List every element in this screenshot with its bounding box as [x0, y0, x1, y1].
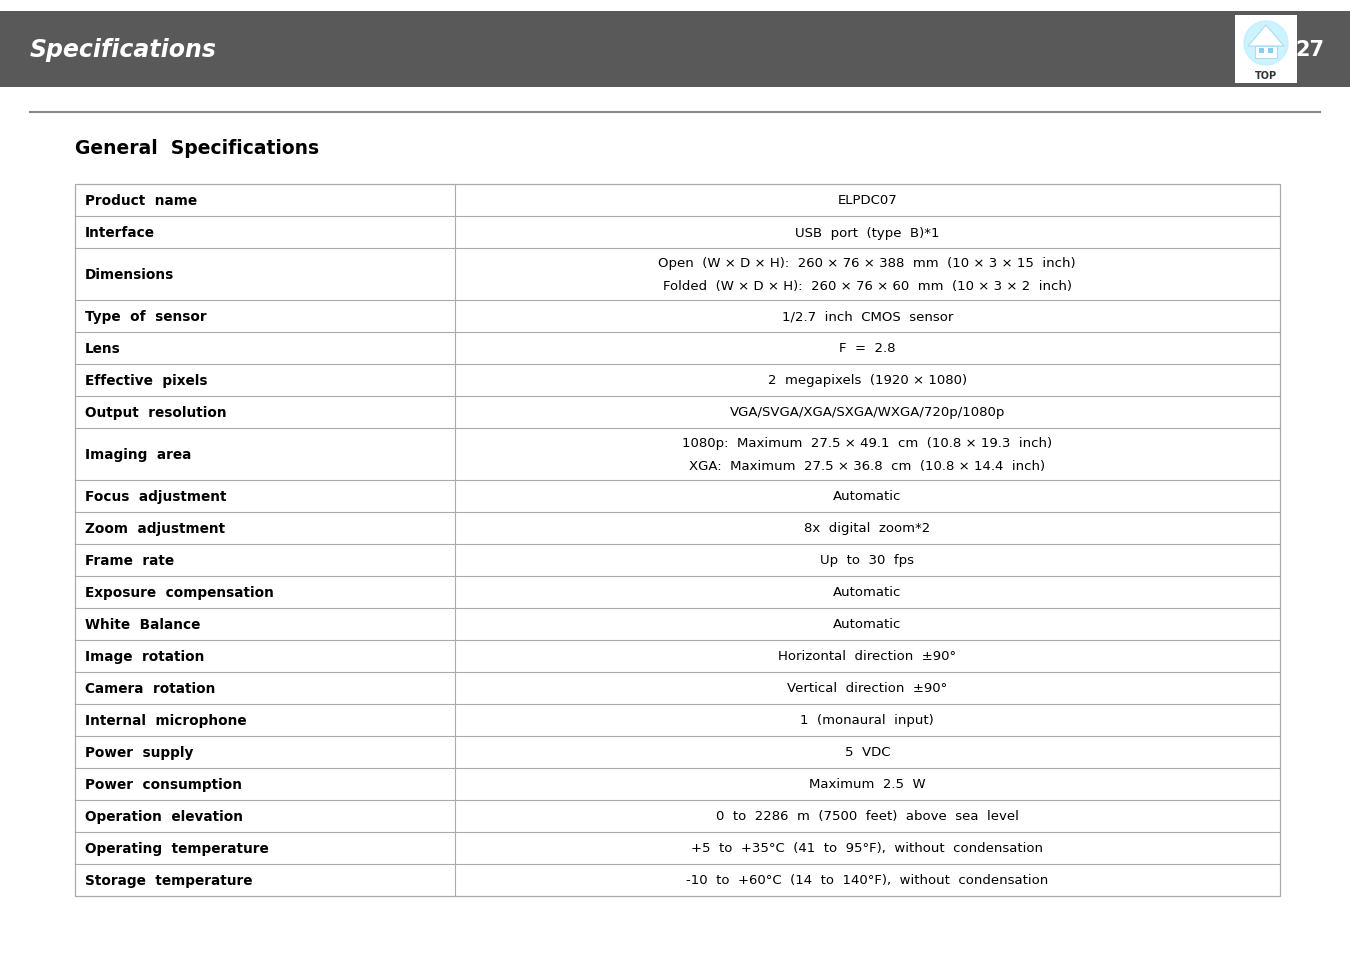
Text: TOP: TOP — [1256, 71, 1277, 81]
Bar — [1260, 49, 1264, 54]
Text: 0  to  2286  m  (7500  feet)  above  sea  level: 0 to 2286 m (7500 feet) above sea level — [716, 810, 1019, 822]
Text: Specifications: Specifications — [30, 38, 217, 62]
Bar — [0, 12, 1350, 88]
Bar — [1256, 47, 1277, 59]
Text: 1080p:  Maximum  27.5 × 49.1  cm  (10.8 × 19.3  inch): 1080p: Maximum 27.5 × 49.1 cm (10.8 × 19… — [682, 436, 1053, 450]
Text: Interface: Interface — [85, 226, 155, 240]
Text: Exposure  compensation: Exposure compensation — [85, 585, 274, 599]
Text: Power  supply: Power supply — [85, 745, 193, 760]
Text: Up  to  30  fps: Up to 30 fps — [821, 554, 914, 567]
Text: Internal  microphone: Internal microphone — [85, 713, 247, 727]
Text: 2  megapixels  (1920 × 1080): 2 megapixels (1920 × 1080) — [768, 375, 967, 387]
Text: -10  to  +60°C  (14  to  140°F),  without  condensation: -10 to +60°C (14 to 140°F), without cond… — [686, 874, 1049, 886]
Text: Vertical  direction  ±90°: Vertical direction ±90° — [787, 681, 948, 695]
Polygon shape — [1247, 26, 1284, 47]
Text: Type  of  sensor: Type of sensor — [85, 310, 207, 324]
Text: Storage  temperature: Storage temperature — [85, 873, 252, 887]
Circle shape — [1243, 22, 1288, 66]
Text: Frame  rate: Frame rate — [85, 554, 174, 567]
Text: F  =  2.8: F = 2.8 — [840, 342, 895, 355]
Text: Product  name: Product name — [85, 193, 197, 208]
Text: Automatic: Automatic — [833, 586, 902, 598]
Text: Image  rotation: Image rotation — [85, 649, 204, 663]
Text: 5  VDC: 5 VDC — [845, 745, 890, 759]
Text: Imaging  area: Imaging area — [85, 448, 192, 461]
Text: White  Balance: White Balance — [85, 618, 200, 631]
Text: General  Specifications: General Specifications — [76, 138, 319, 157]
Text: Open  (W × D × H):  260 × 76 × 388  mm  (10 × 3 × 15  inch): Open (W × D × H): 260 × 76 × 388 mm (10 … — [659, 256, 1076, 270]
Text: Operating  temperature: Operating temperature — [85, 841, 269, 855]
Text: Folded  (W × D × H):  260 × 76 × 60  mm  (10 × 3 × 2  inch): Folded (W × D × H): 260 × 76 × 60 mm (10… — [663, 279, 1072, 293]
Text: VGA/SVGA/XGA/SXGA/WXGA/720p/1080p: VGA/SVGA/XGA/SXGA/WXGA/720p/1080p — [729, 406, 1004, 419]
Text: USB  port  (type  B)*1: USB port (type B)*1 — [795, 226, 940, 239]
Text: Lens: Lens — [85, 341, 120, 355]
Text: 1  (monaural  input): 1 (monaural input) — [801, 714, 934, 727]
Text: Maximum  2.5  W: Maximum 2.5 W — [809, 778, 926, 791]
Text: Horizontal  direction  ±90°: Horizontal direction ±90° — [778, 650, 956, 662]
Text: Zoom  adjustment: Zoom adjustment — [85, 521, 225, 536]
Text: Output  resolution: Output resolution — [85, 406, 227, 419]
Text: Focus  adjustment: Focus adjustment — [85, 490, 227, 503]
Text: XGA:  Maximum  27.5 × 36.8  cm  (10.8 × 14.4  inch): XGA: Maximum 27.5 × 36.8 cm (10.8 × 14.4… — [690, 459, 1045, 473]
Text: Power  consumption: Power consumption — [85, 778, 242, 791]
Text: Dimensions: Dimensions — [85, 268, 174, 282]
Text: Automatic: Automatic — [833, 490, 902, 503]
Text: 1/2.7  inch  CMOS  sensor: 1/2.7 inch CMOS sensor — [782, 310, 953, 323]
Text: 8x  digital  zoom*2: 8x digital zoom*2 — [805, 522, 930, 535]
Text: 27: 27 — [1296, 40, 1324, 60]
Bar — [1268, 49, 1273, 54]
Text: Camera  rotation: Camera rotation — [85, 681, 216, 696]
Text: +5  to  +35°C  (41  to  95°F),  without  condensation: +5 to +35°C (41 to 95°F), without conden… — [691, 841, 1044, 855]
Text: Operation  elevation: Operation elevation — [85, 809, 243, 823]
Bar — [1235, 16, 1297, 84]
Text: Effective  pixels: Effective pixels — [85, 374, 208, 388]
Text: ELPDC07: ELPDC07 — [837, 194, 898, 208]
Bar — [76, 185, 1280, 896]
Text: Automatic: Automatic — [833, 618, 902, 631]
